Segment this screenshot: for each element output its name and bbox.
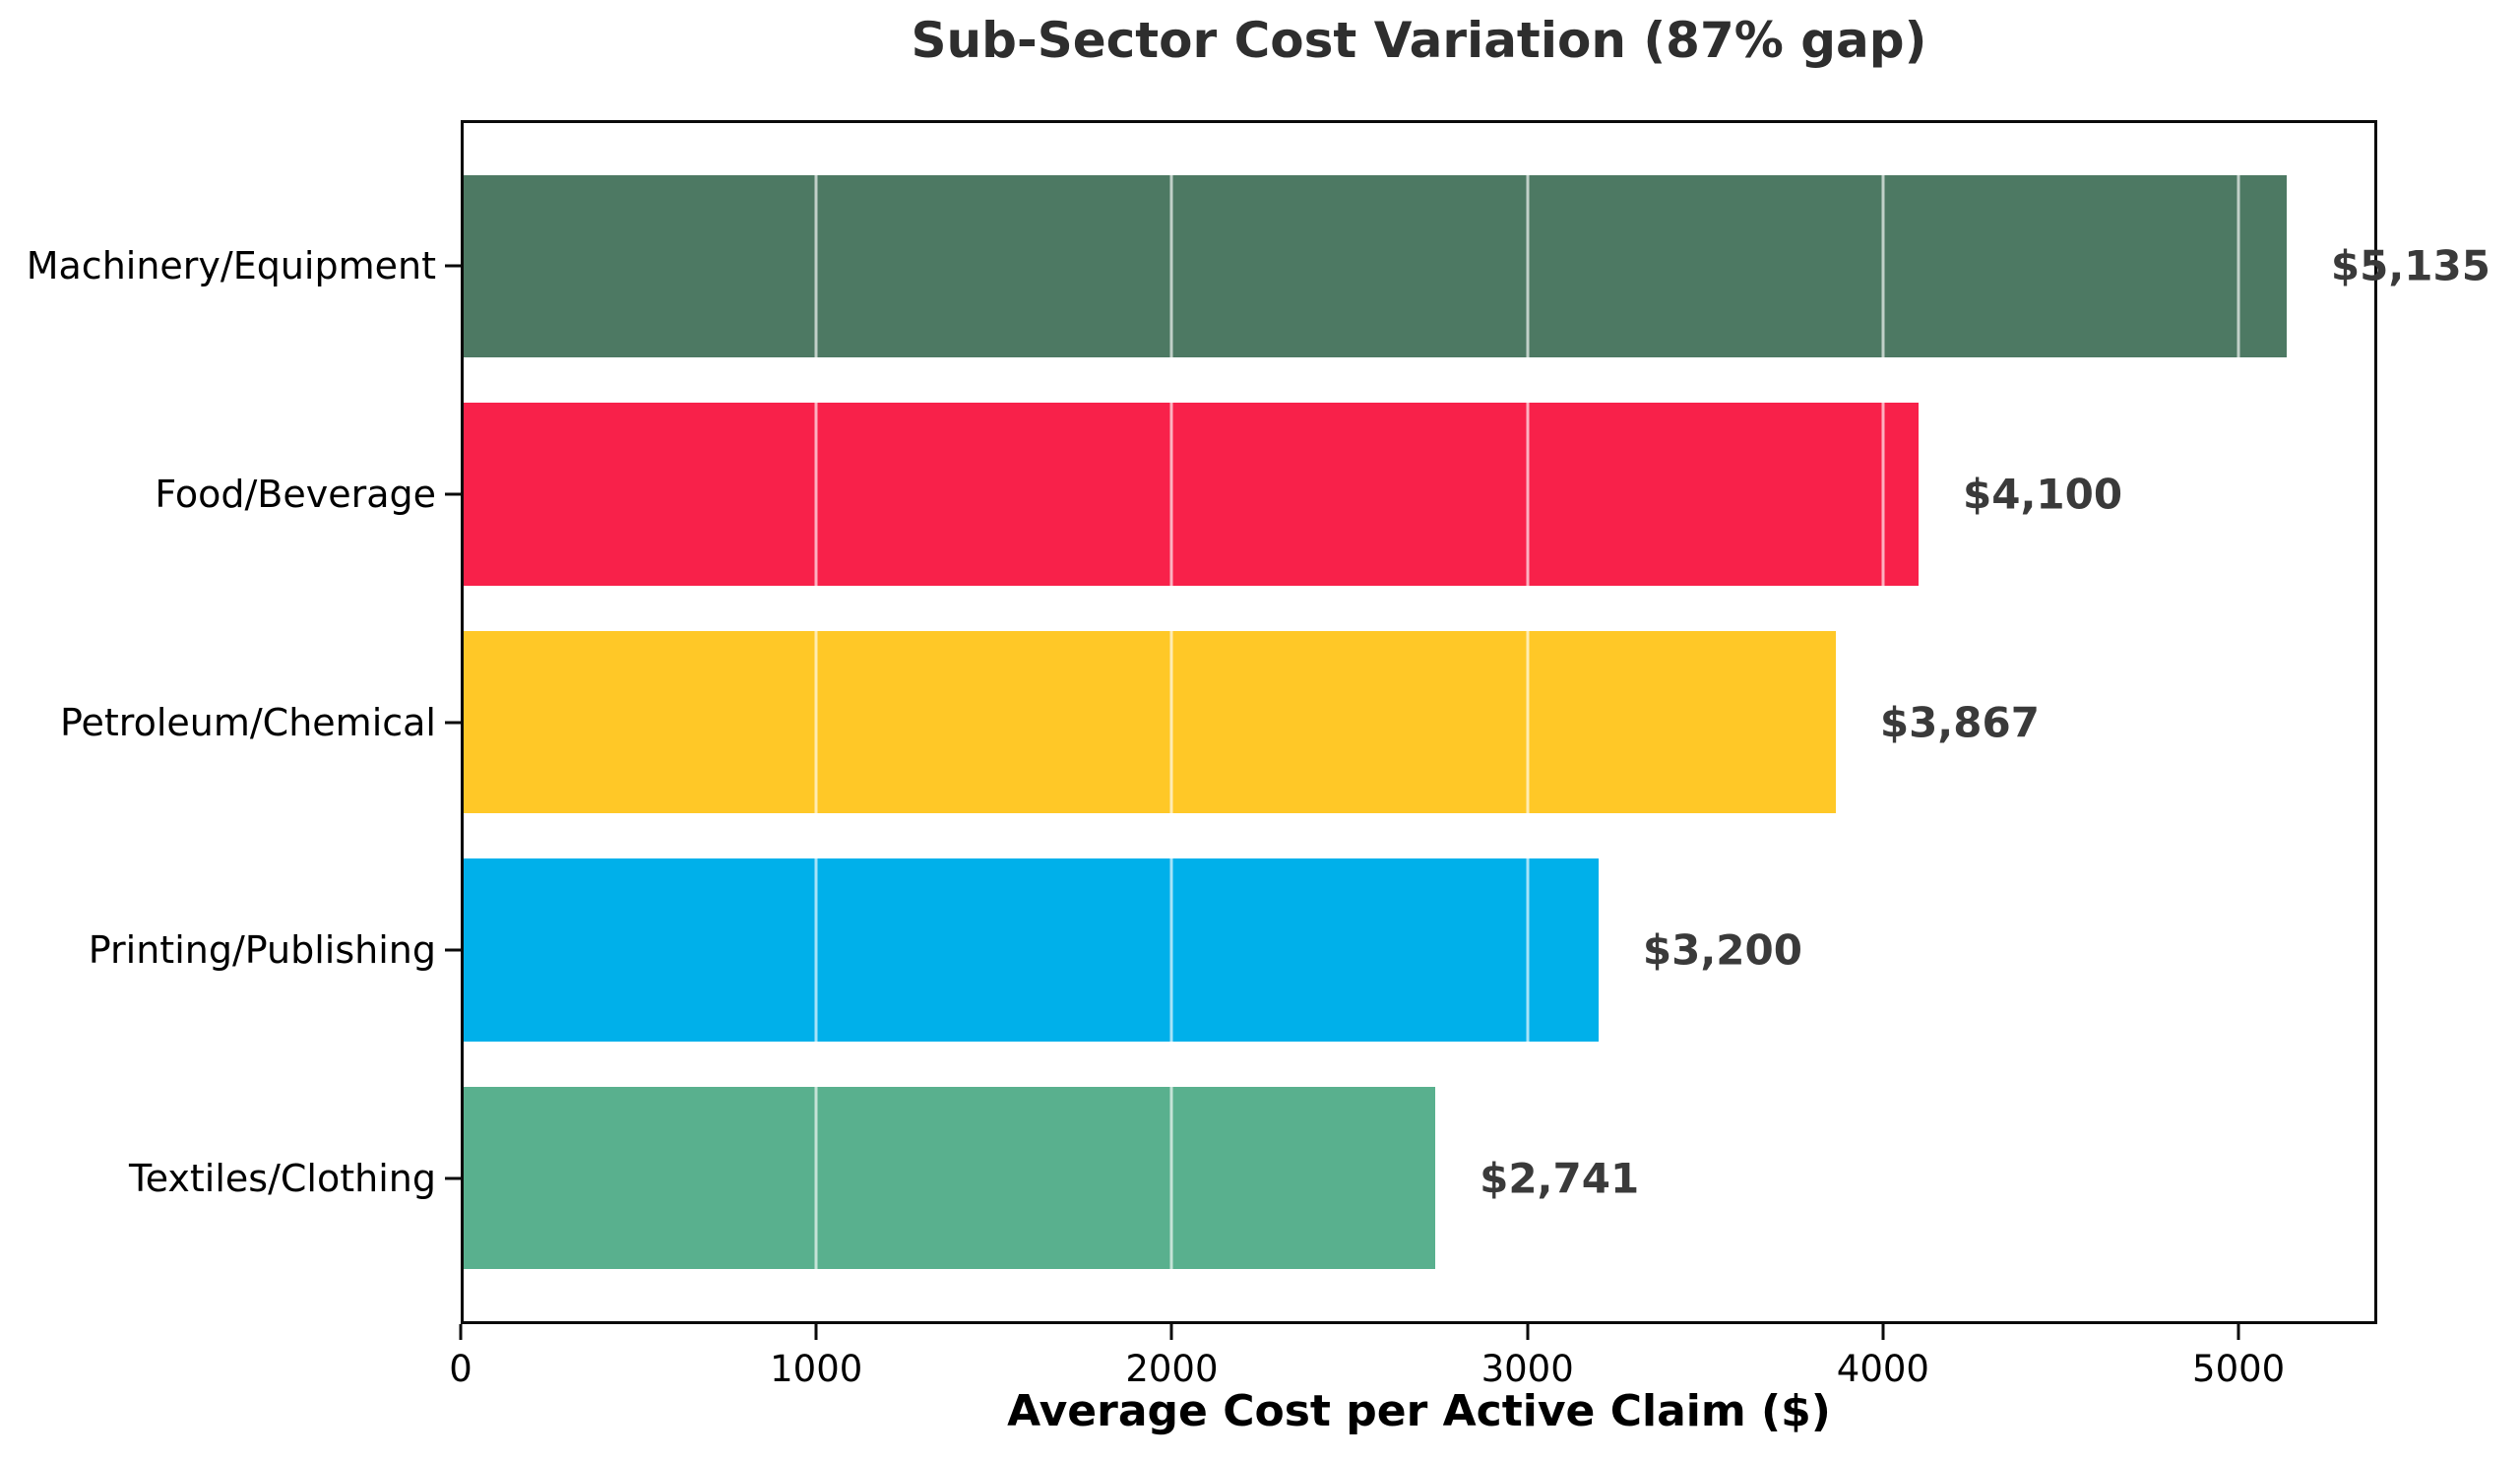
category-label: Petroleum/Chemical: [59, 700, 436, 744]
x-tick-label: 5000: [2192, 1348, 2286, 1390]
bar: [461, 1087, 1436, 1270]
gridline: [2236, 120, 2240, 1324]
plot-area: $5,135 $4,100 $3,867 $3,200 $2,741: [461, 120, 2490, 1324]
x-tick-mark: [459, 1324, 463, 1340]
y-tick-mark: [445, 948, 461, 952]
x-tick-mark: [2236, 1324, 2240, 1340]
category-label: Printing/Publishing: [88, 928, 436, 973]
bar-value-label: $4,100: [1963, 470, 2123, 519]
x-tick-mark: [1526, 1324, 1530, 1340]
x-tick-label: 3000: [1480, 1348, 1574, 1390]
category-label: Machinery/Equipment: [26, 244, 436, 288]
bar-value-label: $3,200: [1642, 925, 1802, 975]
y-tick-mark: [445, 1176, 461, 1180]
x-axis: 0 1000 2000 3000 4000 5000: [449, 1324, 2377, 1442]
x-tick-label: 0: [449, 1348, 472, 1390]
y-axis-category-labels: Machinery/Equipment Food/Beverage Petroleu…: [0, 120, 436, 1324]
category-label: Food/Beverage: [155, 472, 436, 516]
x-axis-label: Average Cost per Active Claim ($): [1007, 1386, 1831, 1436]
x-tick-mark: [814, 1324, 818, 1340]
x-tick-mark: [1881, 1324, 1885, 1340]
bar: [461, 858, 1599, 1042]
gridline: [1169, 120, 1173, 1324]
bar-value-label: $2,741: [1480, 1154, 1640, 1203]
x-tick-mark: [1169, 1324, 1173, 1340]
y-tick-mark: [445, 264, 461, 268]
bar: [461, 174, 2287, 357]
y-tick-mark: [445, 492, 461, 496]
x-tick-label: 1000: [770, 1348, 863, 1390]
bar: [461, 403, 1920, 586]
bar-value-label: $3,867: [1879, 698, 2040, 746]
x-tick-label: 4000: [1836, 1348, 1929, 1390]
x-tick-label: 2000: [1125, 1348, 1219, 1390]
gridline: [1881, 120, 1885, 1324]
y-axis-tick-marks: [445, 120, 461, 1324]
category-label: Textiles/Clothing: [128, 1156, 436, 1200]
gridline: [814, 120, 818, 1324]
y-tick-mark: [445, 721, 461, 724]
bar-value-label: $5,135: [2330, 241, 2490, 290]
bar: [461, 630, 1836, 814]
chart-title: Sub-Sector Cost Variation (87% gap): [911, 12, 1927, 69]
gridline: [1526, 120, 1530, 1324]
